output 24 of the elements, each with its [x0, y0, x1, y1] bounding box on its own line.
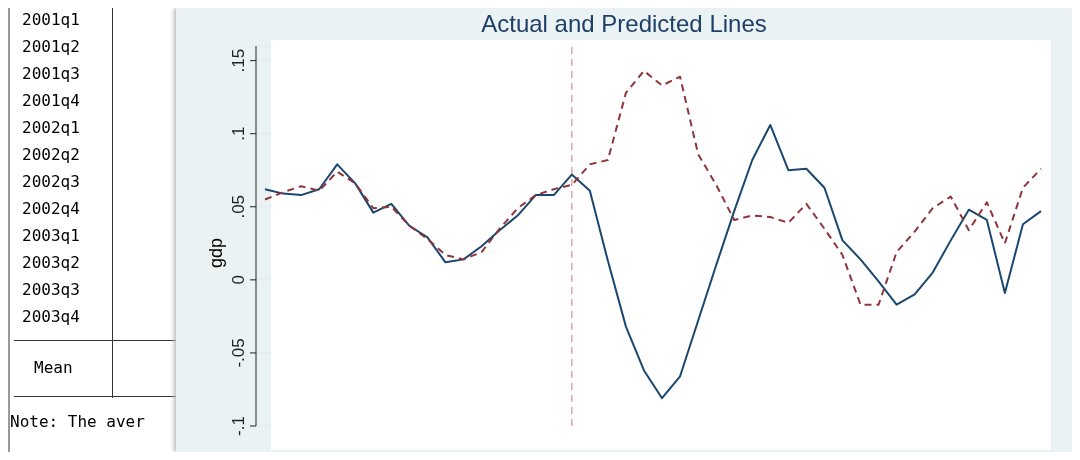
text: 2002q1: [22, 118, 80, 138]
text: 2001q4: [22, 91, 80, 111]
text: 2003q4: [22, 307, 80, 327]
text: 2001q1: [22, 10, 80, 30]
text: 2003q2: [22, 253, 80, 273]
y-tick-label: -.05: [229, 338, 248, 368]
y-tick-label: -.1: [229, 416, 248, 436]
text: 2001q3: [22, 64, 80, 84]
text: 2002q2: [22, 145, 80, 165]
text: 2003q3: [22, 280, 80, 300]
text: 2001q2: [22, 37, 80, 57]
line-series: [264, 69, 1042, 306]
y-tick-label: .1: [229, 126, 248, 141]
y-tick-label: 0: [229, 275, 248, 285]
line-series: [264, 123, 1042, 400]
chart-title: Actual and Predicted Lines: [480, 10, 768, 38]
text: 2002q3: [22, 172, 80, 192]
text: Mean: [34, 358, 73, 378]
y-axis-title: gdp: [206, 237, 227, 268]
text: Note: The aver: [10, 412, 145, 432]
y-tick-label: .15: [229, 48, 248, 73]
text: 2002q4: [22, 199, 80, 219]
text: 2003q1: [22, 226, 80, 246]
y-tick-label: .05: [229, 194, 248, 219]
